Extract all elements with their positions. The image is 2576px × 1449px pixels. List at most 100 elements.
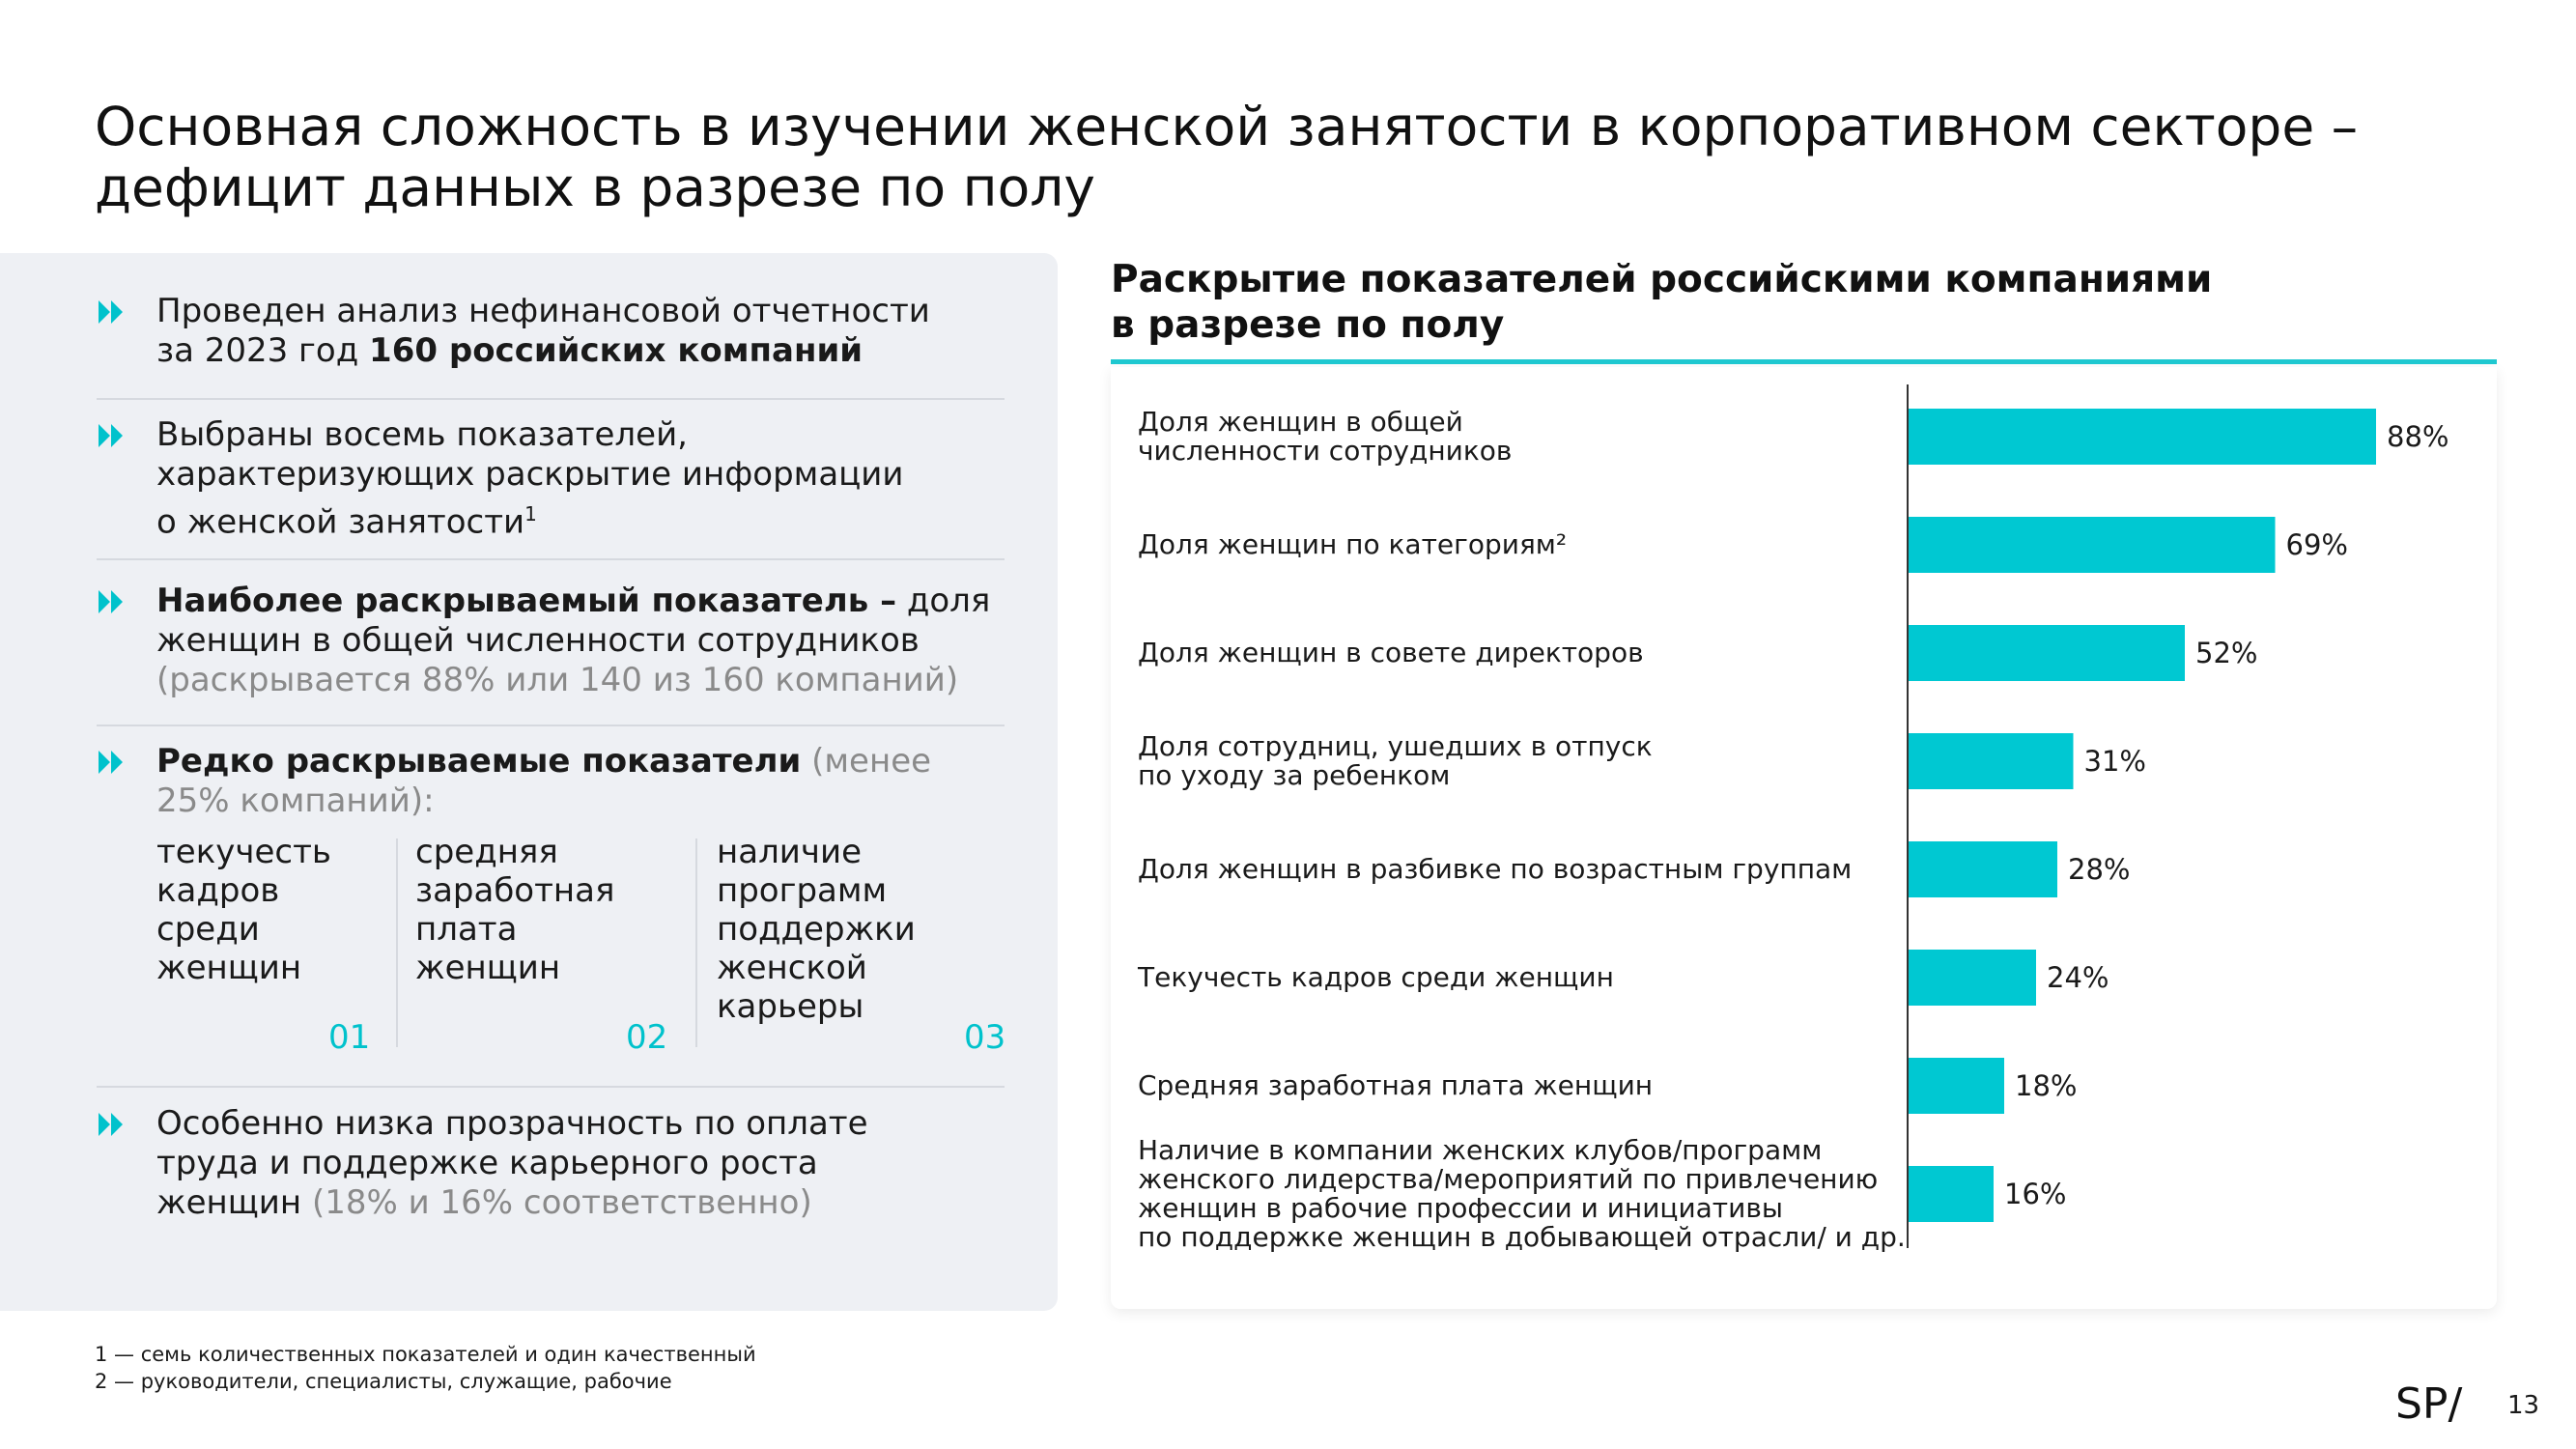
finding-2-line-2: характеризующих раскрытие информации bbox=[156, 455, 904, 494]
divider bbox=[97, 724, 1005, 726]
chart-title: Раскрытие показателей российскими компан… bbox=[1111, 257, 2270, 348]
finding-3-bold: Наиболее раскрываемый показатель – bbox=[156, 582, 897, 620]
bar-7 bbox=[1909, 1058, 2004, 1114]
finding-3-line-1: Наиболее раскрываемый показатель – доля bbox=[156, 582, 1006, 621]
category-label-line: по поддержке женщин в добывающей отрасли… bbox=[1138, 1221, 1906, 1253]
bar-1 bbox=[1909, 409, 2376, 465]
divider bbox=[97, 558, 1005, 560]
finding-5-grey: (18% и 16% соответственно) bbox=[301, 1183, 812, 1222]
value-label-8: 16% bbox=[2004, 1178, 2066, 1210]
column-3-number: 03 bbox=[964, 1018, 1006, 1057]
category-label-line: Доля женщин в совете директоров bbox=[1138, 637, 1644, 668]
sp-logo: SP/ bbox=[2395, 1379, 2462, 1426]
category-label-8: Наличие в компании женских клубов/програ… bbox=[1138, 1134, 1906, 1253]
bar-chart: 88% Доля женщин в общей численности сотруд… bbox=[1137, 384, 2449, 1253]
bar-6 bbox=[1909, 950, 2036, 1006]
column-separator bbox=[695, 838, 697, 1047]
column-1-line: кадров bbox=[156, 871, 280, 910]
value-label-4: 31% bbox=[2084, 745, 2146, 778]
column-3-line: наличие bbox=[717, 833, 862, 871]
category-label-line: Доля женщин по категориям² bbox=[1138, 528, 1567, 560]
category-label-line: Доля женщин в общей bbox=[1138, 406, 1463, 438]
finding-item-5-text: Особенно низка прозрачность по оплате тр… bbox=[156, 1104, 1006, 1223]
finding-item-4: Редко раскрываемые показатели (менее 25%… bbox=[97, 742, 995, 829]
page-title-line-1: Основная сложность в изучении женской за… bbox=[95, 96, 2359, 157]
column-2-line: плата bbox=[415, 910, 518, 949]
column-separator bbox=[396, 838, 398, 1047]
column-3-line: поддержки bbox=[717, 910, 916, 949]
category-label-line: Средняя заработная плата женщин bbox=[1138, 1069, 1653, 1101]
chart-card: 88% Доля женщин в общей численности сотруд… bbox=[1111, 367, 2497, 1309]
bar-3 bbox=[1909, 625, 2185, 681]
finding-2-line-3: о женской занятости1 bbox=[156, 495, 1006, 542]
value-label-5: 28% bbox=[2068, 853, 2130, 886]
bar-4 bbox=[1909, 733, 2074, 789]
category-label-1: Доля женщин в общей численности сотрудник… bbox=[1138, 406, 1512, 467]
finding-3-grey: (раскрывается 88% или 140 из 160 компани… bbox=[156, 661, 959, 699]
finding-item-2-text: Выбраны восемь показателей, характеризую… bbox=[156, 415, 1006, 542]
column-2-number: 02 bbox=[626, 1018, 668, 1057]
category-label-line: Текучесть кадров среди женщин bbox=[1137, 961, 1614, 993]
finding-2-line-1: Выбраны восемь показателей, bbox=[156, 415, 688, 454]
bar-8 bbox=[1909, 1166, 1994, 1222]
double-chevron-icon bbox=[99, 751, 123, 774]
rare-indicator-column-2: средняя заработная плата женщин 02 bbox=[415, 833, 695, 1057]
finding-item-5: Особенно низка прозрачность по оплате тр… bbox=[97, 1104, 995, 1230]
finding-5-line-2: труда и поддержке карьерного роста bbox=[156, 1144, 818, 1182]
divider bbox=[97, 1086, 1005, 1088]
finding-2-line-3-text: о женской занятости bbox=[156, 502, 525, 542]
finding-item-4-text: Редко раскрываемые показатели (менее 25%… bbox=[156, 742, 1006, 821]
column-2-line: женщин bbox=[415, 949, 561, 987]
logo-text: SP/ bbox=[2395, 1379, 2462, 1426]
finding-item-3-text: Наиболее раскрываемый показатель – доля … bbox=[156, 582, 1006, 700]
column-2-line: заработная bbox=[415, 871, 615, 910]
finding-5-line-3-text: женщин bbox=[156, 1183, 302, 1222]
rare-indicator-column-3: наличие программ поддержки женской карье… bbox=[717, 833, 1006, 1057]
category-label-6: Текучесть кадров среди женщин bbox=[1137, 961, 1614, 993]
chart-title-line-1: Раскрытие показателей российскими компан… bbox=[1111, 258, 2213, 301]
value-label-1: 88% bbox=[2387, 420, 2449, 453]
column-1-line: текучесть bbox=[156, 833, 331, 871]
column-1-line: женщин bbox=[156, 949, 302, 987]
column-1-line: среди bbox=[156, 910, 260, 949]
column-3-line: карьеры bbox=[717, 987, 864, 1026]
finding-5-line-1: Особенно низка прозрачность по оплате bbox=[156, 1104, 868, 1143]
column-3-line: женской bbox=[717, 949, 867, 987]
finding-4-grey-1: (менее bbox=[801, 742, 932, 781]
footnote-2: 2 — руководители, специалисты, служащие,… bbox=[95, 1370, 672, 1393]
category-label-line: женского лидерства/мероприятий по привле… bbox=[1138, 1163, 1878, 1195]
finding-4-line-1: Редко раскрываемые показатели (менее bbox=[156, 742, 1006, 781]
category-label-7: Средняя заработная плата женщин bbox=[1138, 1069, 1653, 1101]
double-chevron-icon bbox=[99, 1113, 123, 1136]
double-chevron-icon bbox=[99, 590, 123, 613]
category-label-line: численности сотрудников bbox=[1138, 435, 1512, 467]
category-label-5: Доля женщин в разбивке по возрастным гру… bbox=[1138, 853, 1852, 885]
finding-item-1-text: Проведен анализ нефинансовой отчетности … bbox=[156, 292, 1006, 371]
finding-item-2: Выбраны восемь показателей, характеризую… bbox=[97, 415, 995, 541]
page-title-line-2: дефицит данных в разрезе по полу bbox=[95, 156, 1095, 218]
footnotes: 1 — семь количественных показателей и од… bbox=[95, 1341, 756, 1395]
divider bbox=[97, 398, 1005, 400]
category-label-line: Наличие в компании женских клубов/програ… bbox=[1138, 1134, 1822, 1166]
finding-3-rest: доля bbox=[896, 582, 991, 620]
finding-5-line-3: женщин (18% и 16% соответственно) bbox=[156, 1183, 1006, 1223]
bar-2 bbox=[1909, 517, 2276, 573]
column-2-line: средняя bbox=[415, 833, 558, 871]
column-1-number: 01 bbox=[328, 1018, 371, 1057]
category-label-2: Доля женщин по категориям² bbox=[1138, 528, 1567, 560]
value-label-3: 52% bbox=[2195, 637, 2257, 669]
page-number: 13 bbox=[2507, 1391, 2540, 1420]
footnote-ref-1: 1 bbox=[524, 502, 537, 526]
finding-1-line-2: за 2023 год 160 российских компаний bbox=[156, 331, 1006, 371]
category-label-3: Доля женщин в совете директоров bbox=[1138, 637, 1644, 668]
finding-3-line-2: женщин в общей численности сотрудников bbox=[156, 621, 920, 660]
finding-1-prefix: за 2023 год bbox=[156, 331, 370, 370]
chart-title-line-2: в разрезе по полу bbox=[1111, 303, 1505, 347]
value-label-7: 18% bbox=[2015, 1069, 2077, 1102]
chart-title-underline bbox=[1111, 359, 2497, 364]
finding-item-1: Проведен анализ нефинансовой отчетности … bbox=[97, 292, 995, 379]
findings-panel bbox=[0, 253, 1058, 1311]
category-label-line: по уходу за ребенком bbox=[1138, 759, 1450, 791]
category-label-line: Доля сотрудниц, ушедших в отпуск bbox=[1138, 730, 1653, 762]
rare-indicators-columns: текучесть кадров среди женщин 01 средняя… bbox=[156, 833, 1006, 1057]
